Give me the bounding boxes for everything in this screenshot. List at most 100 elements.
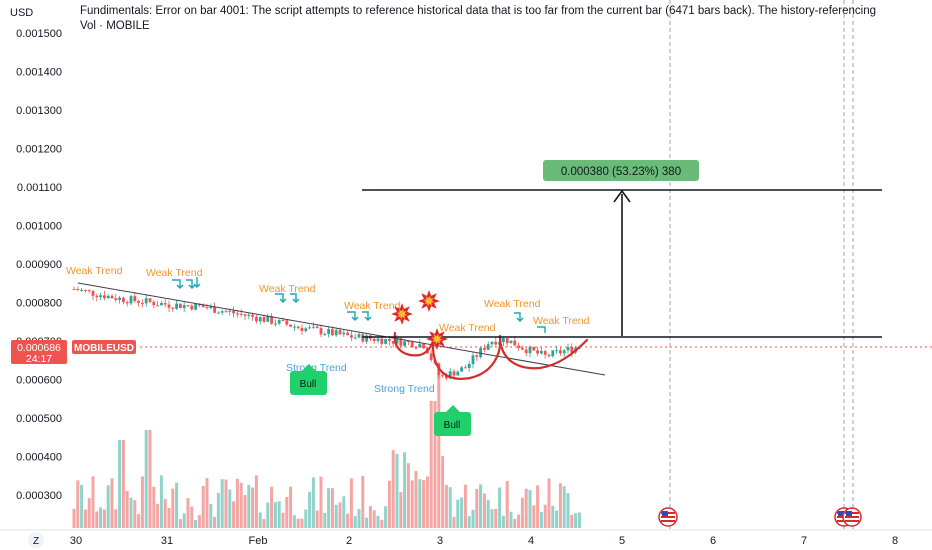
candle-body	[407, 341, 410, 343]
price-range-measure[interactable]: 0.000380 (53.23%) 380	[362, 160, 882, 338]
volume-bar	[311, 477, 315, 528]
volume-bar	[387, 480, 391, 528]
candle-body	[255, 316, 258, 322]
timezone-button[interactable]: Z	[28, 532, 44, 548]
time-axis[interactable]: 30 31 Feb 2 3 4 5 6 7 8	[70, 535, 898, 547]
volume-bar	[456, 499, 460, 528]
volume-bar	[72, 509, 76, 528]
volume-bar	[125, 490, 129, 528]
volume-bar	[262, 519, 266, 528]
bull-badge[interactable]: Bull	[290, 364, 327, 395]
candle-body	[160, 303, 163, 306]
volume-bar	[220, 479, 224, 528]
candle-body	[414, 347, 418, 349]
price-tick-label: 0.001300	[16, 105, 62, 117]
us-flag-icon[interactable]	[658, 507, 678, 527]
candle-body	[293, 326, 296, 328]
volume-bar	[289, 486, 293, 528]
candle-body	[536, 350, 539, 354]
current-price-tag[interactable]: 0.000686 24:17 MOBILEUSD	[11, 340, 136, 365]
time-tick-label: 7	[801, 535, 807, 547]
price-tick-label: 0.001000	[16, 221, 62, 233]
price-tick-label: 0.000300	[16, 490, 62, 502]
volume-bar	[156, 503, 160, 528]
volume-bar	[467, 516, 471, 528]
time-tick-label: 3	[437, 535, 443, 547]
volume-bar	[437, 373, 441, 528]
candle-body	[232, 310, 235, 314]
svg-text:Bull: Bull	[444, 420, 461, 431]
candle-body	[236, 313, 239, 315]
us-flag-icon[interactable]	[842, 507, 862, 527]
candle-body	[315, 326, 319, 329]
volume-bar	[410, 480, 414, 528]
volume-bar	[194, 519, 198, 528]
bull-badge[interactable]: Bull	[434, 405, 471, 436]
candle-body	[372, 338, 376, 342]
candle-body	[403, 341, 406, 346]
volume-bar	[368, 506, 372, 528]
trendline[interactable]	[77, 282, 606, 376]
hand-drawn-curves[interactable]	[393, 331, 589, 380]
candle-body	[391, 341, 395, 344]
price-tick-label: 0.001100	[17, 182, 62, 194]
volume-bar	[83, 509, 87, 528]
candle-body	[247, 314, 251, 316]
volume-bar	[520, 497, 524, 528]
candle-body	[334, 330, 338, 336]
candle-body	[141, 302, 144, 304]
candle-body	[490, 341, 494, 345]
volume-bar	[346, 513, 350, 528]
price-axis[interactable]: 0.001500 0.001400 0.001300 0.001200 0.001100…	[16, 28, 62, 502]
candle-body	[220, 311, 224, 313]
svg-text:Weak Trend: Weak Trend	[533, 315, 590, 327]
volume-bar	[384, 506, 388, 528]
candle-body	[167, 304, 171, 308]
volume-bar	[342, 496, 346, 528]
price-tick-label: 0.000600	[16, 375, 62, 387]
price-tick-label: 0.001200	[16, 144, 62, 156]
candle-body	[399, 338, 403, 346]
volume-bar	[452, 516, 456, 528]
candle-body	[483, 348, 486, 350]
volume-bar	[91, 476, 95, 528]
measure-label-box	[543, 160, 699, 181]
volume-bar	[429, 401, 433, 528]
candle-body	[555, 350, 558, 352]
candle-body	[171, 307, 175, 309]
volume-bar	[391, 450, 395, 528]
volume-bar	[570, 514, 574, 528]
volume-bar	[418, 479, 422, 528]
volume-bar	[296, 518, 300, 528]
candle-body	[205, 307, 209, 309]
candle-body	[517, 345, 520, 348]
candle-body	[471, 355, 475, 365]
currency-label[interactable]: USD	[10, 7, 33, 19]
volume-bar	[361, 476, 365, 528]
candle-body	[319, 328, 323, 335]
candle-body	[441, 375, 444, 377]
candle-body	[179, 303, 182, 309]
time-tick-label: 4	[528, 535, 534, 547]
volume-bar	[353, 516, 357, 528]
time-tick-label: Feb	[249, 535, 268, 547]
candle-body	[331, 329, 334, 336]
volume-bar	[380, 519, 384, 528]
volume-bar	[228, 489, 232, 528]
explosion-core	[396, 308, 408, 320]
volume-bar	[171, 488, 175, 528]
candle-body	[429, 353, 433, 360]
svg-text:Weak Trend: Weak Trend	[259, 283, 316, 295]
volume-bar	[167, 508, 171, 528]
candle-body	[528, 346, 532, 354]
time-tick-label: 8	[892, 535, 898, 547]
volume-bar	[357, 509, 361, 528]
volume-legend[interactable]: Vol · MOBILE	[80, 20, 150, 32]
volume-bar	[277, 501, 281, 528]
candle-body	[156, 305, 159, 307]
candle-body	[350, 335, 353, 338]
volume-bar	[422, 480, 426, 528]
volume-bar	[201, 485, 205, 528]
volume-bar	[99, 507, 103, 528]
